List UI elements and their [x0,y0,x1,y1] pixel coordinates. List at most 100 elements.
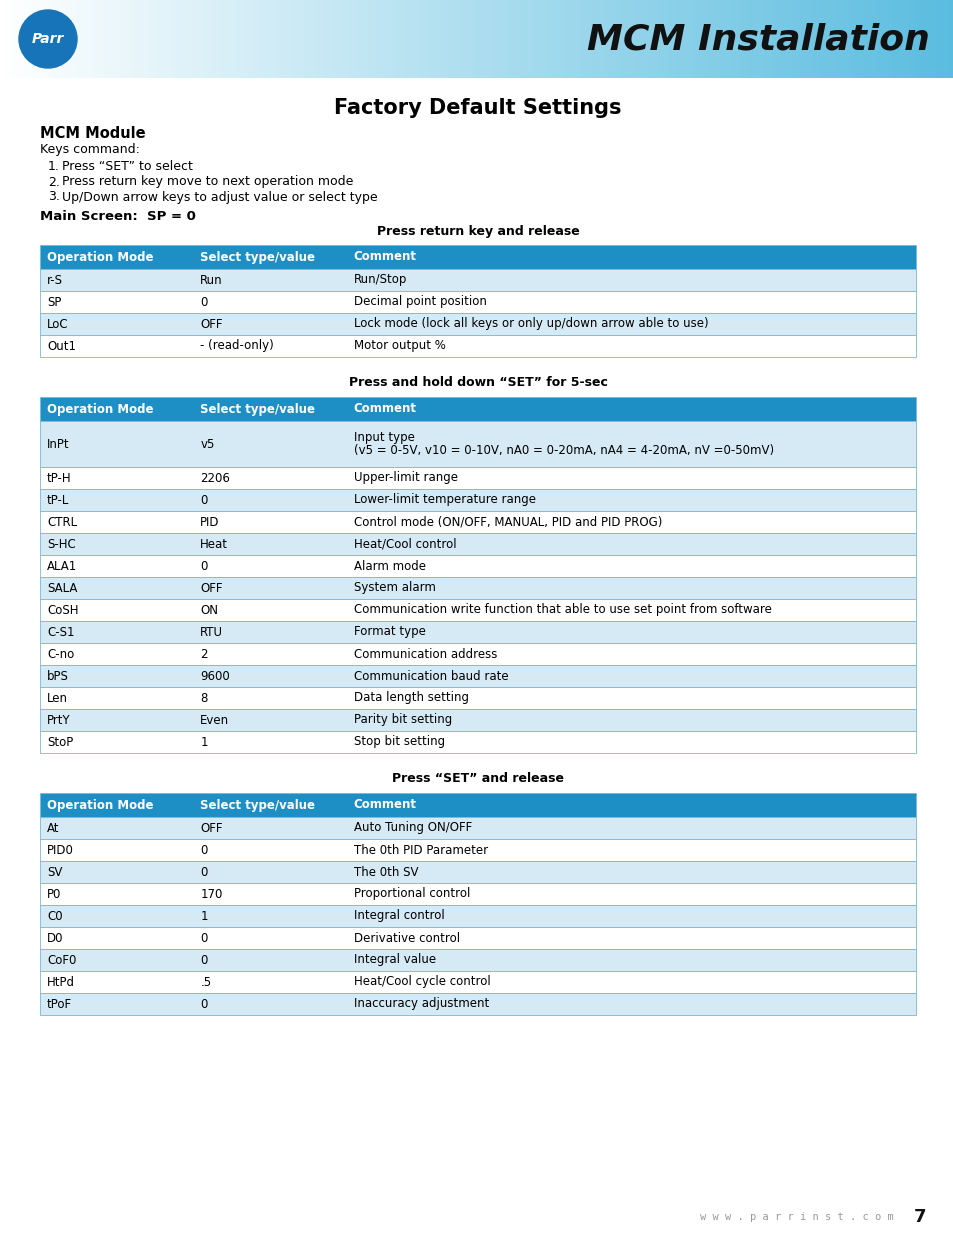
Text: 0: 0 [200,559,208,573]
Text: MCM Installation: MCM Installation [586,22,929,56]
Text: Communication address: Communication address [354,647,497,661]
Text: Data length setting: Data length setting [354,692,468,704]
Text: 1: 1 [200,909,208,923]
Text: Press “SET” to select: Press “SET” to select [62,161,193,173]
Text: The 0th PID Parameter: The 0th PID Parameter [354,844,487,857]
Text: Control mode (ON/OFF, MANUAL, PID and PID PROG): Control mode (ON/OFF, MANUAL, PID and PI… [354,515,661,529]
Text: Lower-limit temperature range: Lower-limit temperature range [354,494,535,506]
Text: 8: 8 [200,692,208,704]
Bar [40,731,915,753]
Bar [40,687,915,709]
Text: OFF: OFF [200,317,223,331]
Text: The 0th SV: The 0th SV [354,866,417,878]
Bar [40,709,915,731]
Bar [40,489,915,511]
Text: Comment: Comment [354,403,416,415]
Text: D0: D0 [47,931,64,945]
Text: tP-L: tP-L [47,494,70,506]
Bar [40,577,915,599]
Text: Proportional control: Proportional control [354,888,470,900]
Text: 2.: 2. [48,175,60,189]
Bar [40,335,915,357]
Text: (v5 = 0-5V, v10 = 0-10V, nA0 = 0-20mA, nA4 = 4-20mA, nV =0-50mV): (v5 = 0-5V, v10 = 0-10V, nA0 = 0-20mA, n… [354,445,773,457]
Text: Up/Down arrow keys to adjust value or select type: Up/Down arrow keys to adjust value or se… [62,190,377,204]
Text: CTRL: CTRL [47,515,77,529]
Bar [40,927,915,948]
Text: C0: C0 [47,909,63,923]
Text: PrtY: PrtY [47,714,71,726]
Text: Press “SET” and release: Press “SET” and release [392,773,563,785]
Bar [40,291,915,312]
Text: Stop bit setting: Stop bit setting [354,736,444,748]
Text: Heat: Heat [200,537,228,551]
Text: ALA1: ALA1 [47,559,77,573]
Text: C-no: C-no [47,647,74,661]
Text: - (read-only): - (read-only) [200,340,274,352]
Text: Heat/Cool control: Heat/Cool control [354,537,456,551]
Bar [40,467,915,489]
Text: PID0: PID0 [47,844,73,857]
Text: r-S: r-S [47,273,63,287]
Text: Press and hold down “SET” for 5-sec: Press and hold down “SET” for 5-sec [348,377,607,389]
Text: 0: 0 [200,998,208,1010]
Bar [40,245,915,269]
Text: Run: Run [200,273,223,287]
Text: 0: 0 [200,866,208,878]
Text: Format type: Format type [354,625,425,638]
Bar [40,971,915,993]
Text: Derivative control: Derivative control [354,931,459,945]
Text: Press return key move to next operation mode: Press return key move to next operation … [62,175,353,189]
Bar [40,905,915,927]
Bar [40,948,915,971]
Text: HtPd: HtPd [47,976,75,988]
Bar [40,818,915,839]
Text: StoP: StoP [47,736,73,748]
Text: Len: Len [47,692,68,704]
Text: Keys command:: Keys command: [40,143,140,157]
Text: 1.: 1. [48,161,60,173]
Text: Parr: Parr [31,32,64,46]
Text: .5: .5 [200,976,212,988]
Bar [40,534,915,555]
Bar [40,993,915,1015]
Text: 0: 0 [200,494,208,506]
Text: At: At [47,821,59,835]
Ellipse shape [19,10,77,68]
Bar [40,793,915,818]
Text: 0: 0 [200,844,208,857]
Text: Integral value: Integral value [354,953,436,967]
Text: Inaccuracy adjustment: Inaccuracy adjustment [354,998,488,1010]
Bar [40,664,915,687]
Text: MCM Module: MCM Module [40,126,146,141]
Text: Lock mode (lock all keys or only up/down arrow able to use): Lock mode (lock all keys or only up/down… [354,317,707,331]
Text: System alarm: System alarm [354,582,435,594]
Text: Press return key and release: Press return key and release [376,225,578,237]
Bar [40,555,915,577]
Text: 7: 7 [913,1208,925,1226]
Text: Operation Mode: Operation Mode [47,799,153,811]
Bar [40,861,915,883]
Bar [40,621,915,643]
Bar [40,312,915,335]
Text: Select type/value: Select type/value [200,799,315,811]
Text: Even: Even [200,714,229,726]
Text: Input type: Input type [354,431,414,445]
Text: Heat/Cool cycle control: Heat/Cool cycle control [354,976,490,988]
Text: 2206: 2206 [200,472,230,484]
Text: 1: 1 [200,736,208,748]
Text: 170: 170 [200,888,222,900]
Text: SALA: SALA [47,582,77,594]
Text: Factory Default Settings: Factory Default Settings [334,98,621,119]
Text: SP: SP [47,295,61,309]
Text: Operation Mode: Operation Mode [47,403,153,415]
Text: Select type/value: Select type/value [200,403,315,415]
Bar [40,396,915,421]
Text: CoSH: CoSH [47,604,78,616]
Text: CoF0: CoF0 [47,953,76,967]
Text: Communication baud rate: Communication baud rate [354,669,508,683]
Text: OFF: OFF [200,582,223,594]
Text: w w w . p a r r i n s t . c o m: w w w . p a r r i n s t . c o m [700,1212,893,1221]
Bar [40,421,915,467]
Text: 2: 2 [200,647,208,661]
Text: bPS: bPS [47,669,69,683]
